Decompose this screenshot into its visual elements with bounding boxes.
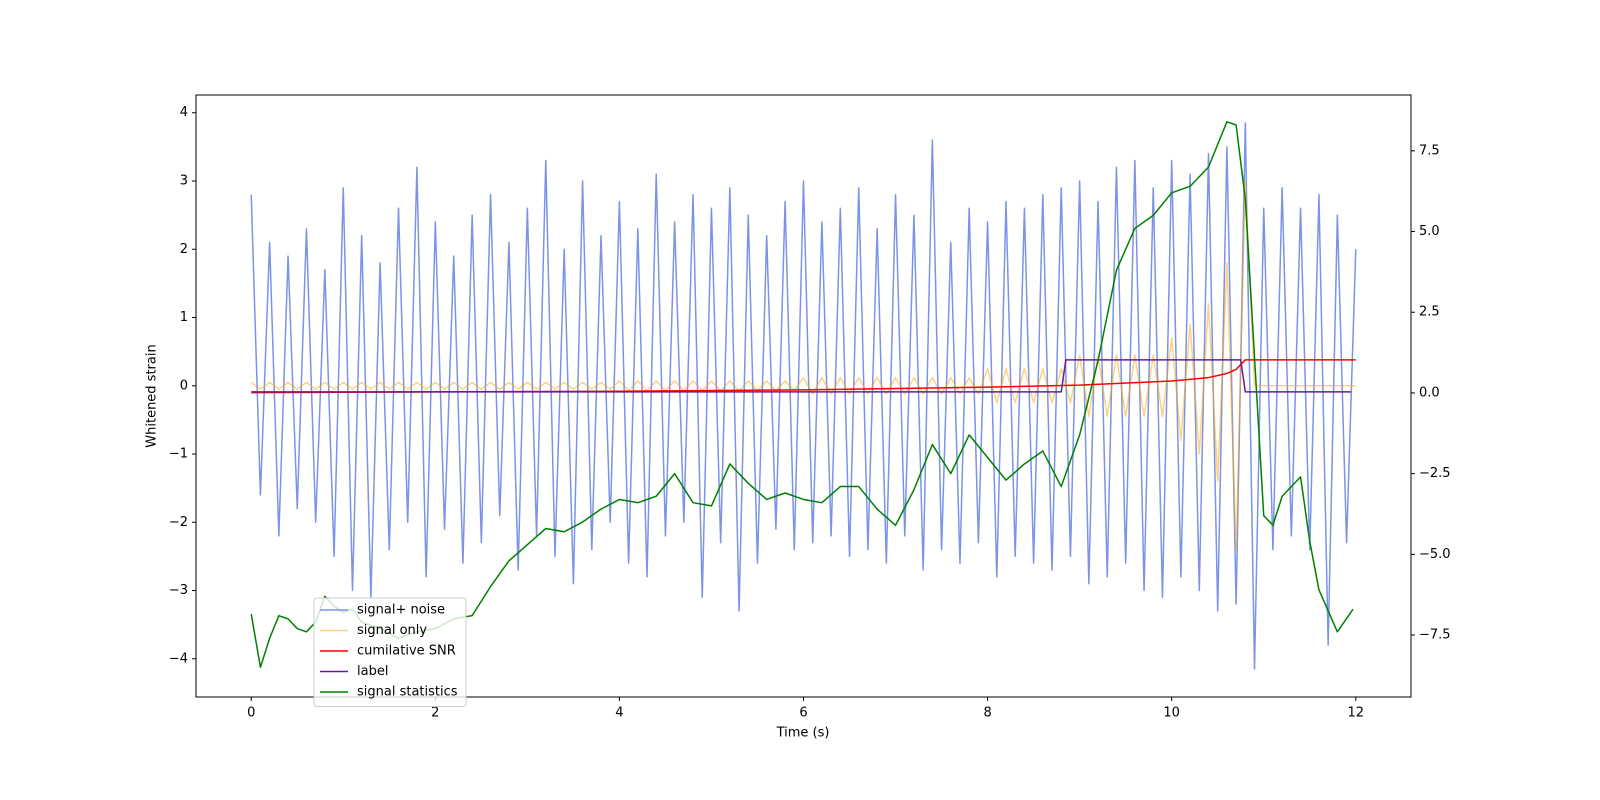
series-line bbox=[250, 180, 1356, 551]
y-tick-label: −1 bbox=[169, 447, 188, 462]
x-axis-label: Time (s) bbox=[776, 726, 830, 741]
legend-label: label bbox=[357, 664, 388, 679]
legend-label: signal+ noise bbox=[357, 603, 445, 618]
x-tick-label: 4 bbox=[615, 706, 623, 721]
x-tick-label: 2 bbox=[431, 706, 439, 721]
legend-label: signal only bbox=[357, 623, 427, 638]
x-tick-label: 6 bbox=[799, 706, 807, 721]
legend-box bbox=[313, 597, 467, 707]
y-tick-label: 4 bbox=[180, 105, 188, 120]
y-tick-label: 0 bbox=[180, 378, 188, 393]
y-axis-label: Whitened strain bbox=[145, 344, 160, 447]
series-line bbox=[251, 359, 1356, 394]
legend-label: signal statistics bbox=[357, 685, 458, 700]
y2-tick-label: −2.5 bbox=[1419, 466, 1451, 481]
legend-label: cumilative SNR bbox=[357, 644, 456, 659]
y-tick-label: 2 bbox=[180, 242, 188, 257]
y-tick-label: −2 bbox=[169, 515, 188, 530]
y-tick-label: 1 bbox=[180, 310, 188, 325]
series-line bbox=[251, 359, 1352, 393]
x-tick-label: 12 bbox=[1347, 706, 1364, 721]
x-tick-label: 8 bbox=[983, 706, 991, 721]
y2-tick-label: −7.5 bbox=[1419, 628, 1451, 643]
y2-tick-label: 2.5 bbox=[1419, 305, 1440, 320]
y2-tick-label: −5.0 bbox=[1419, 547, 1451, 562]
series-line bbox=[250, 122, 1357, 670]
x-tick-label: 10 bbox=[1163, 706, 1180, 721]
x-tick-label: 0 bbox=[247, 706, 255, 721]
y-tick-label: −4 bbox=[169, 651, 188, 666]
y-tick-label: 3 bbox=[180, 174, 188, 189]
y2-tick-label: 5.0 bbox=[1419, 224, 1440, 239]
y-tick-label: −3 bbox=[169, 583, 188, 598]
y2-tick-label: 7.5 bbox=[1419, 143, 1440, 158]
y2-tick-label: 0.0 bbox=[1419, 385, 1440, 400]
